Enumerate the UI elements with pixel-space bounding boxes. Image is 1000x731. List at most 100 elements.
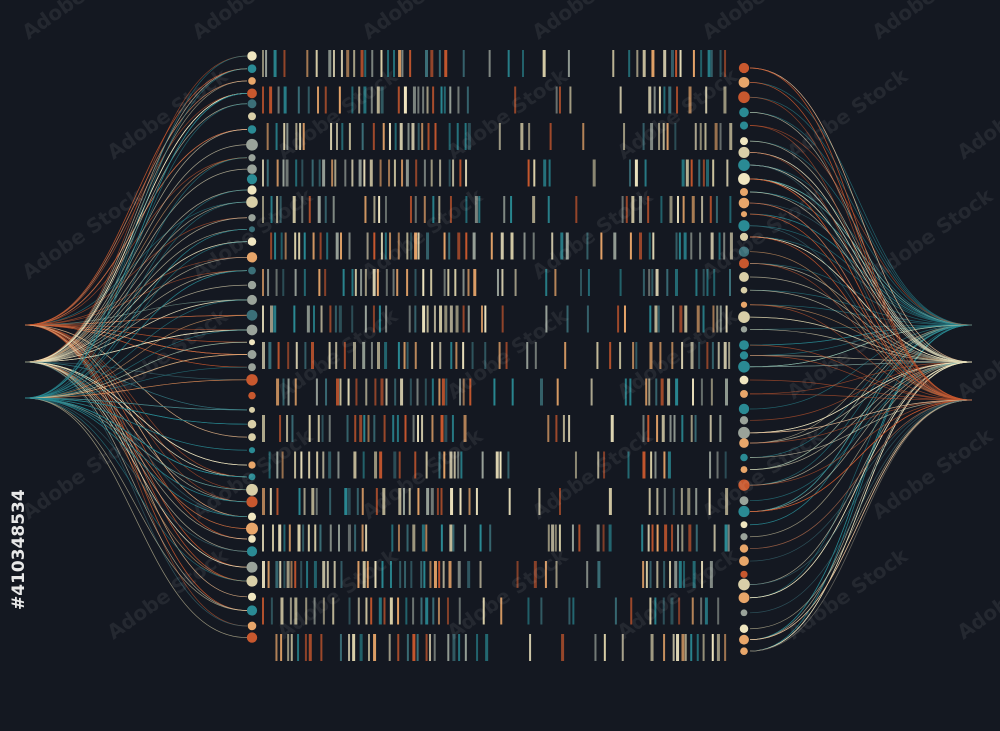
bar-line <box>442 561 445 588</box>
flow-curve <box>749 112 973 363</box>
bar-line <box>361 488 364 515</box>
bar-line <box>462 378 465 406</box>
bar-line <box>669 196 673 223</box>
bar-line <box>709 196 712 223</box>
dot <box>247 294 257 305</box>
bar-line <box>364 50 367 77</box>
bar-line <box>654 451 657 479</box>
bar-line <box>459 488 462 515</box>
bar-line <box>656 524 659 552</box>
dot <box>739 375 749 385</box>
bar-line <box>303 269 306 296</box>
bar-line <box>262 196 264 223</box>
bar-line <box>597 451 600 479</box>
bar-line <box>423 561 426 588</box>
bar-line <box>464 524 467 552</box>
bar-line <box>485 634 489 661</box>
flow-curve <box>749 324 973 410</box>
dot <box>740 326 748 333</box>
bar-line <box>619 269 622 296</box>
bar-line <box>412 524 416 552</box>
bar-line <box>381 561 384 588</box>
bar-line <box>276 451 279 479</box>
bar-line <box>384 342 388 369</box>
bar-line <box>663 50 667 77</box>
bar-line <box>656 561 659 588</box>
bar-line <box>484 305 487 333</box>
flow-curve <box>749 399 973 444</box>
bar-line <box>723 232 726 260</box>
bar-line <box>520 123 524 150</box>
dot <box>740 609 748 617</box>
bar-line <box>654 597 657 625</box>
bar-line <box>443 269 446 296</box>
bar-line <box>569 86 572 114</box>
flow-curve <box>24 217 248 363</box>
bar-line <box>422 86 425 114</box>
bar-line <box>434 123 437 150</box>
bar-line <box>406 524 409 552</box>
bar-line <box>468 488 471 515</box>
bar-line <box>700 50 703 77</box>
bar-line <box>443 232 446 260</box>
flow-curve <box>24 270 248 399</box>
bar-line <box>406 342 409 369</box>
dot <box>740 301 748 308</box>
bar-line <box>567 50 570 77</box>
bar-line <box>306 561 309 588</box>
bar-line <box>694 415 697 442</box>
bar-line <box>445 378 448 406</box>
bar-line <box>430 159 433 187</box>
bar-line <box>373 634 377 661</box>
flow-curve <box>24 361 248 478</box>
bar-line <box>365 378 368 406</box>
bar-line <box>262 524 264 552</box>
bar-line <box>658 123 661 150</box>
bar-line <box>331 159 334 187</box>
flow-curve <box>24 397 248 411</box>
bar-line <box>540 597 543 625</box>
bar-line <box>320 634 323 661</box>
bar-line <box>320 305 323 333</box>
bar-line <box>335 342 338 369</box>
bar-line <box>700 378 703 406</box>
bar-line <box>527 597 530 625</box>
bar-line <box>444 305 448 333</box>
dot <box>738 479 750 491</box>
bar-line <box>631 196 635 223</box>
bar-line <box>384 196 387 223</box>
bar-line <box>692 50 695 77</box>
bar-line <box>347 378 350 406</box>
bar-line <box>430 50 434 77</box>
flow-curve <box>749 96 973 401</box>
flow-curve <box>24 324 248 568</box>
bar-line <box>414 269 417 296</box>
flow-curve <box>24 361 248 503</box>
bar-line <box>429 561 432 588</box>
bar-line <box>554 524 557 552</box>
bar-line <box>373 196 376 223</box>
bar-line <box>677 524 680 552</box>
bar-line <box>287 634 290 661</box>
dot <box>246 546 258 557</box>
dot <box>248 406 256 413</box>
bar-line <box>501 269 504 296</box>
dot <box>739 496 749 506</box>
bar-line <box>409 378 412 406</box>
bar-line <box>403 342 406 369</box>
flow-curve <box>749 361 973 421</box>
bar-line <box>400 378 404 406</box>
bar-line <box>438 451 441 479</box>
bar-line <box>277 86 280 114</box>
bar-line <box>627 451 630 479</box>
bar-line <box>457 451 460 479</box>
bar-line <box>716 305 719 333</box>
bar-line <box>558 488 561 515</box>
bar-line <box>455 342 458 369</box>
bar-line <box>384 232 387 260</box>
flow-curve <box>749 361 973 470</box>
bar-line <box>668 86 672 114</box>
flow-curve <box>24 397 248 491</box>
bar-line <box>528 123 531 150</box>
bar-line <box>696 634 699 661</box>
